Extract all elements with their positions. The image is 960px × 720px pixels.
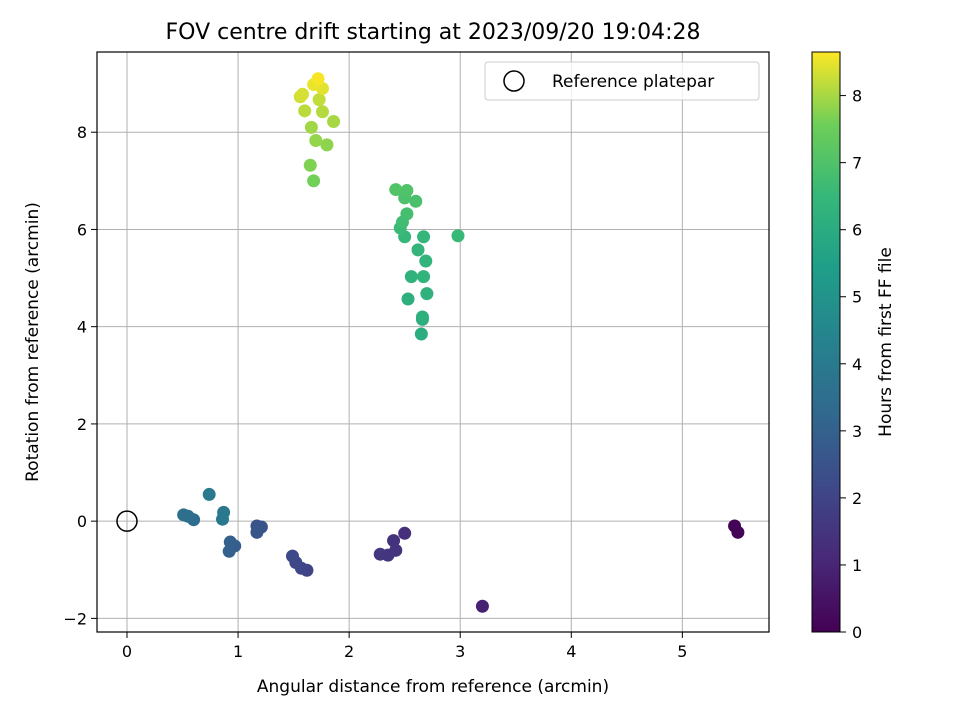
legend-marker-icon bbox=[503, 70, 525, 92]
data-point bbox=[298, 104, 312, 118]
data-point bbox=[409, 194, 423, 208]
data-point bbox=[295, 87, 309, 101]
colorbar-tick-label: 4 bbox=[852, 355, 862, 374]
data-point bbox=[414, 327, 428, 341]
data-point bbox=[177, 508, 191, 522]
x-tick-label: 2 bbox=[344, 642, 354, 661]
colorbar-tick-label: 1 bbox=[852, 556, 862, 575]
legend: Reference platepar bbox=[484, 61, 760, 101]
y-tick-label: 0 bbox=[77, 512, 87, 531]
colorbar-tick-label: 3 bbox=[852, 422, 862, 441]
legend-entry-label: Reference platepar bbox=[552, 72, 714, 92]
data-point bbox=[400, 184, 414, 198]
data-point bbox=[419, 254, 433, 268]
x-tick-label: 3 bbox=[455, 642, 465, 661]
data-point bbox=[312, 93, 326, 107]
x-axis-ticks: 0 1 2 3 4 5 bbox=[122, 632, 687, 661]
data-point bbox=[417, 230, 431, 244]
colorbar-tick-label: 5 bbox=[852, 288, 862, 307]
data-point bbox=[417, 270, 431, 284]
y-axis-label: Rotation from reference (arcmin) bbox=[23, 202, 43, 482]
x-axis-label: Angular distance from reference (arcmin) bbox=[257, 677, 609, 697]
data-point bbox=[398, 526, 412, 540]
data-point bbox=[304, 120, 318, 134]
data-point bbox=[222, 544, 236, 558]
x-tick-label: 4 bbox=[566, 642, 576, 661]
colorbar-tick-label: 2 bbox=[852, 489, 862, 508]
data-point bbox=[327, 115, 341, 129]
grid-lines bbox=[97, 52, 769, 632]
data-points bbox=[116, 72, 745, 613]
colorbar-ticks: 0 1 2 3 4 5 6 7 8 bbox=[840, 87, 862, 642]
reference-platepar-marker bbox=[116, 510, 138, 532]
data-point bbox=[216, 512, 230, 526]
data-point bbox=[475, 599, 489, 613]
colorbar-tick-label: 8 bbox=[852, 87, 862, 106]
data-point bbox=[420, 287, 434, 301]
data-point bbox=[315, 105, 329, 119]
x-tick-label: 5 bbox=[677, 642, 687, 661]
data-point bbox=[731, 525, 745, 539]
y-tick-label: 8 bbox=[77, 123, 87, 142]
x-tick-label: 1 bbox=[233, 642, 243, 661]
data-point bbox=[451, 229, 465, 243]
colorbar-tick-label: 0 bbox=[852, 623, 862, 642]
colorbar bbox=[811, 51, 841, 633]
data-point bbox=[404, 270, 418, 284]
data-point bbox=[387, 534, 401, 548]
data-point bbox=[411, 243, 425, 257]
x-tick-label: 0 bbox=[122, 642, 132, 661]
data-point bbox=[202, 487, 216, 501]
colorbar-tick-label: 6 bbox=[852, 221, 862, 240]
chart-title: FOV centre drift starting at 2023/09/20 … bbox=[166, 20, 701, 45]
data-point bbox=[307, 174, 321, 188]
colorbar-label: Hours from first FF file bbox=[876, 247, 896, 437]
colorbar-tick-label: 7 bbox=[852, 154, 862, 173]
data-point bbox=[373, 547, 387, 561]
y-tick-label: 6 bbox=[77, 220, 87, 239]
data-point bbox=[250, 525, 264, 539]
data-point bbox=[309, 133, 323, 147]
data-point bbox=[303, 158, 317, 172]
data-point bbox=[415, 310, 429, 324]
data-point bbox=[400, 207, 414, 221]
data-point bbox=[389, 183, 403, 197]
legend-box bbox=[484, 61, 760, 101]
y-tick-label: 2 bbox=[77, 415, 87, 434]
data-point bbox=[401, 292, 415, 306]
y-tick-label: 4 bbox=[77, 318, 87, 337]
y-axis-ticks: −2 0 2 4 6 8 bbox=[63, 123, 97, 628]
y-tick-label: −2 bbox=[63, 609, 87, 628]
plot-frame bbox=[96, 51, 770, 633]
data-point bbox=[285, 549, 299, 563]
data-point bbox=[320, 138, 334, 152]
data-point bbox=[311, 72, 325, 86]
